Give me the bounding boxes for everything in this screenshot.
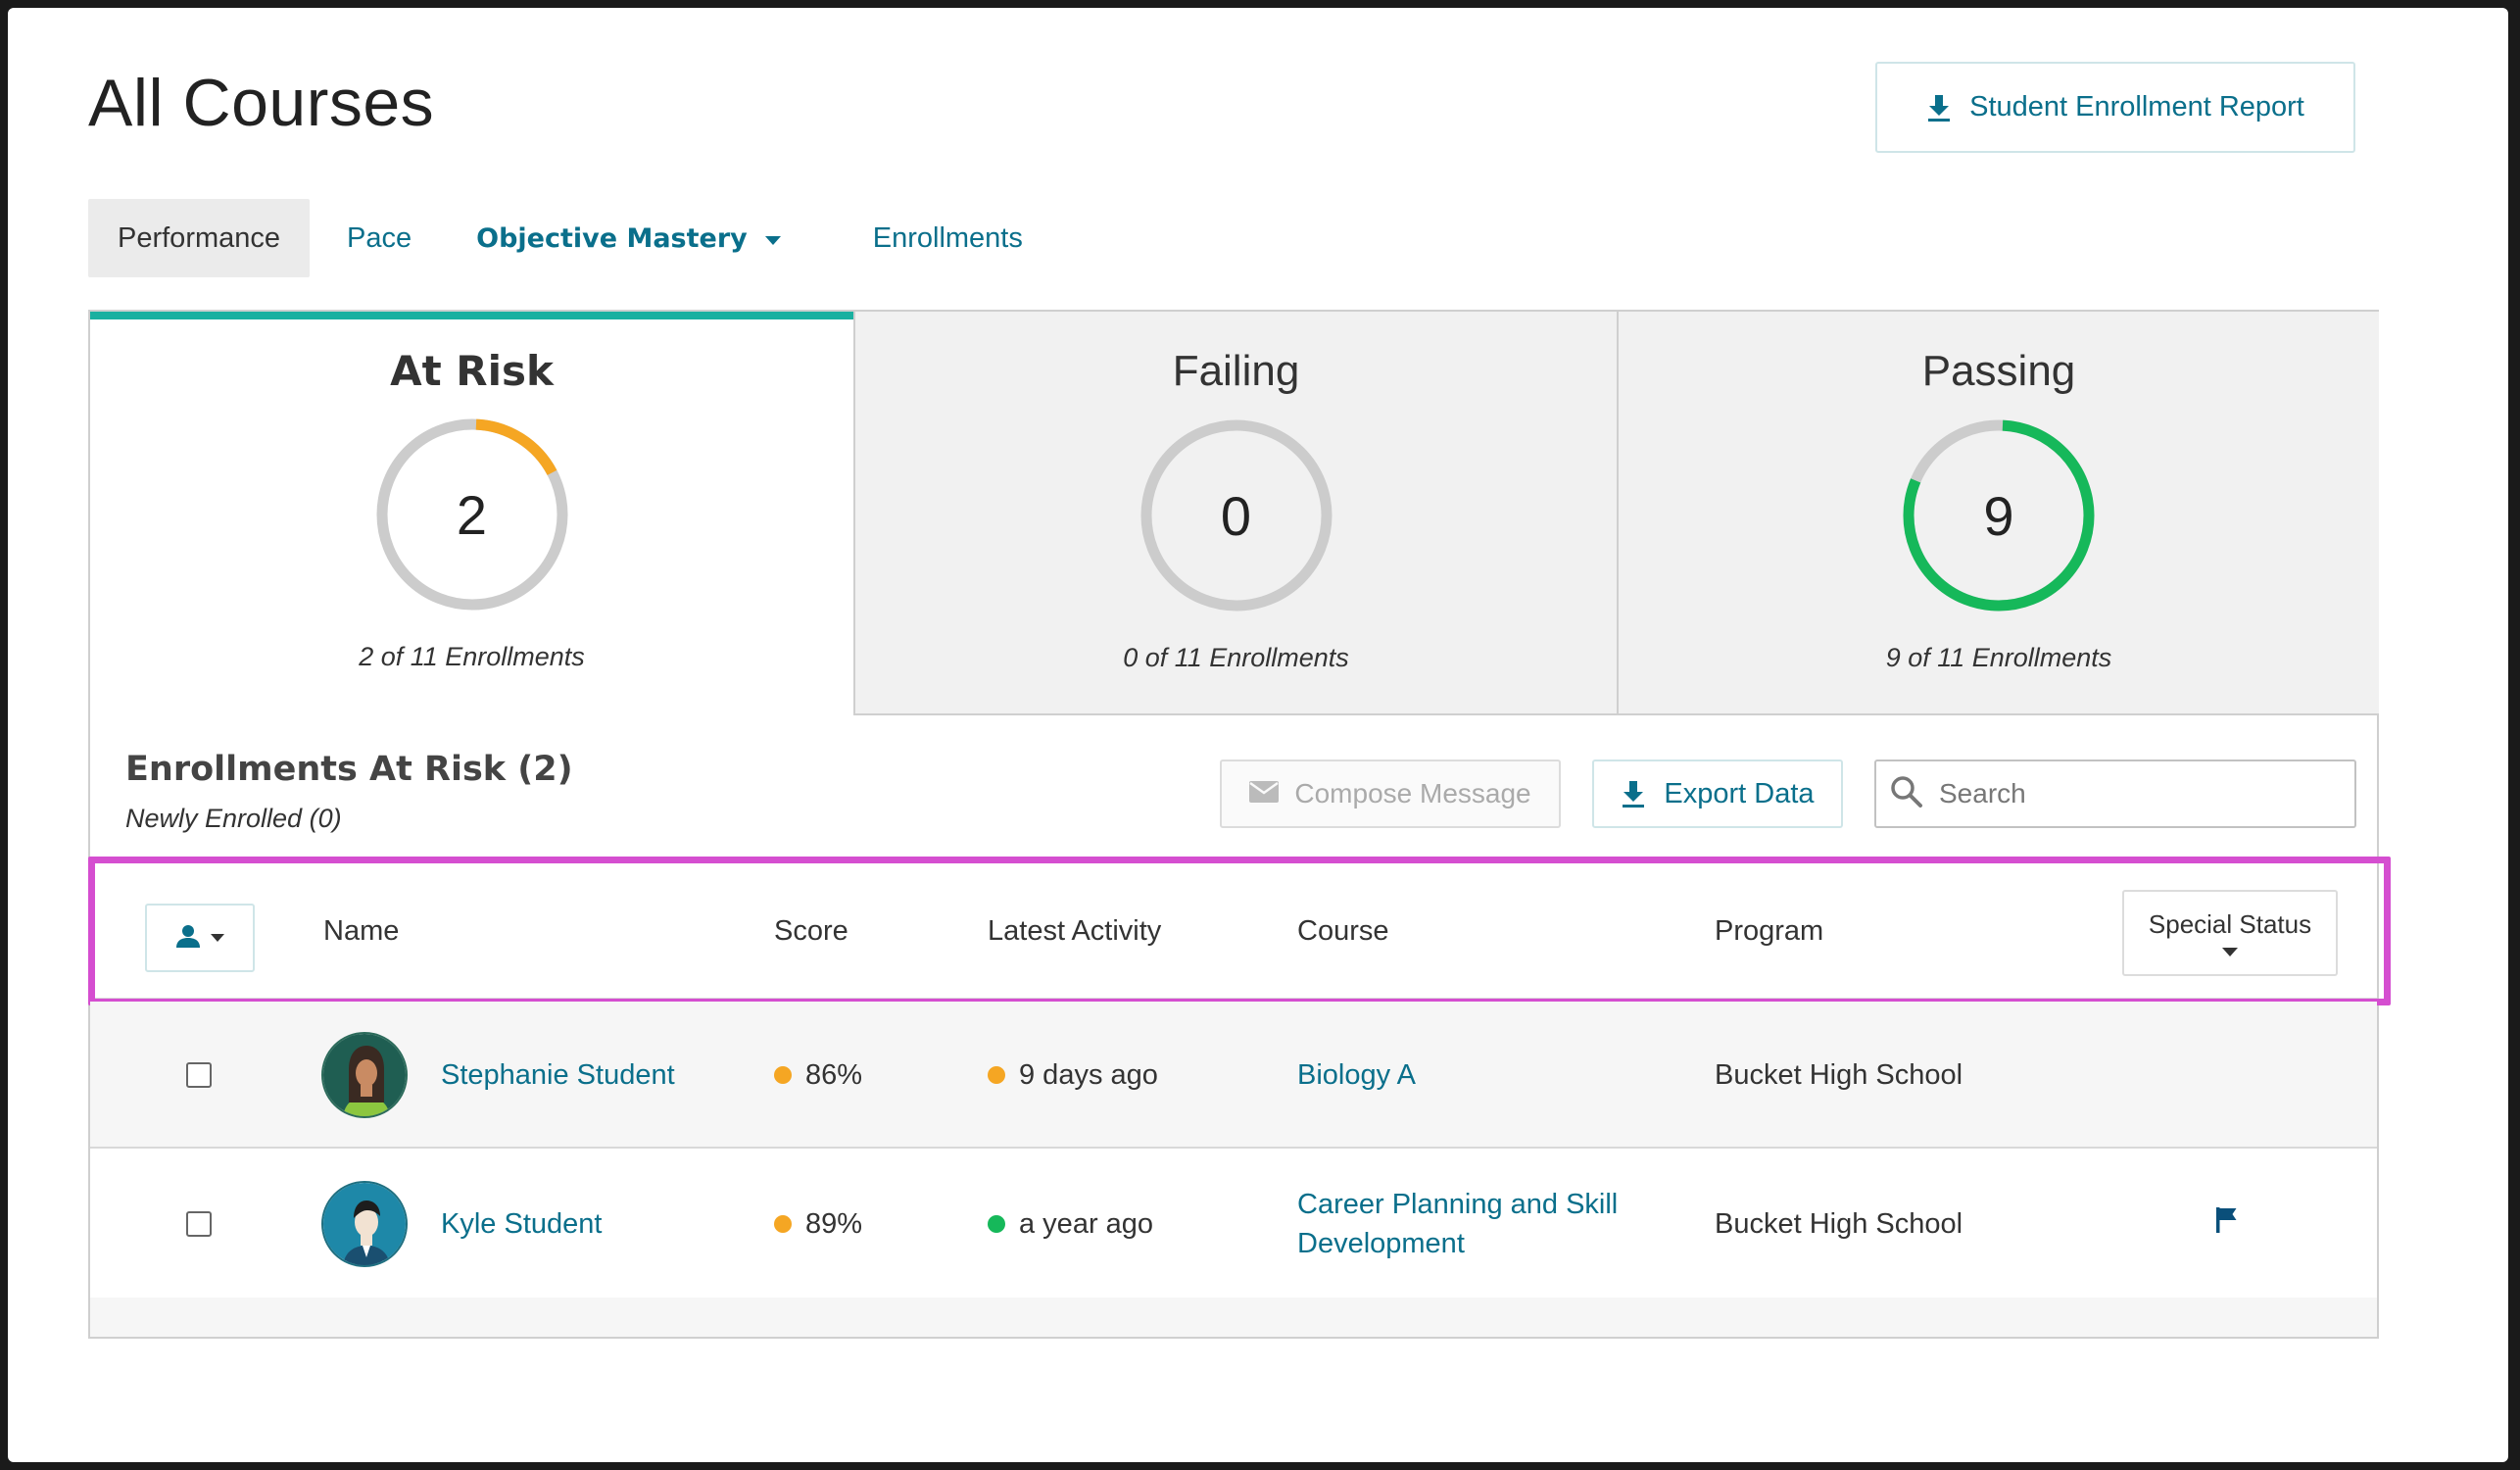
- app-window: All Courses Student Enrollment Report Pe…: [8, 8, 2508, 1462]
- tab-objective-mastery[interactable]: Objective Mastery: [447, 199, 810, 277]
- tab-label: Objective Mastery: [476, 222, 748, 254]
- male-student-avatar-icon: [321, 1181, 408, 1267]
- special-status-cell: [2216, 1151, 2238, 1298]
- compose-label: Compose Message: [1294, 778, 1531, 808]
- score-value: 89%: [805, 1207, 863, 1240]
- report-button-label: Student Enrollment Report: [1969, 91, 2304, 122]
- ring-track: [1140, 419, 1332, 612]
- passing-ring: 9: [1899, 416, 2099, 615]
- column-header-name[interactable]: Name: [323, 914, 400, 947]
- status-dot-icon: [988, 1215, 1005, 1233]
- tab-label: Performance: [118, 221, 281, 254]
- status-dot-icon: [988, 1066, 1005, 1084]
- student-name-link[interactable]: Kyle Student: [441, 1207, 603, 1240]
- user-filter-dropdown[interactable]: [145, 904, 255, 972]
- tab-label: Enrollments: [872, 221, 1023, 254]
- list-title: Enrollments At Risk (2): [125, 750, 573, 789]
- student-enrollment-report-button[interactable]: Student Enrollment Report: [1875, 62, 2355, 153]
- course-link[interactable]: Career Planning and Skill Development: [1297, 1189, 1619, 1259]
- activity-cell: 9 days ago: [988, 1002, 1158, 1149]
- course-link[interactable]: Biology A: [1297, 1058, 1416, 1091]
- score-cell: 86%: [774, 1002, 862, 1149]
- table-header-row: Name Score Latest Activity Course Progra…: [90, 862, 2377, 1000]
- user-icon: [175, 924, 201, 953]
- chevron-down-icon: [764, 235, 781, 245]
- search-field[interactable]: [1874, 760, 2356, 828]
- tab-label: Pace: [347, 221, 412, 254]
- female-student-avatar-icon: [321, 1032, 408, 1118]
- column-header-program[interactable]: Program: [1715, 914, 1824, 947]
- status-dot-icon: [774, 1215, 792, 1233]
- tab-enrollments[interactable]: Enrollments: [844, 199, 1052, 277]
- progress-ring: [1903, 419, 2095, 612]
- progress-ring: [1140, 419, 1332, 612]
- tab-performance[interactable]: Performance: [88, 199, 311, 277]
- activity-value: a year ago: [1019, 1207, 1154, 1240]
- chevron-down-icon: [211, 934, 224, 942]
- status-dot-icon: [774, 1066, 792, 1084]
- card-count: 0: [1220, 484, 1252, 547]
- card-subtitle: 0 of 11 Enrollments: [1123, 643, 1349, 672]
- student-name-link[interactable]: Stephanie Student: [441, 1058, 675, 1091]
- card-count: 9: [1983, 484, 2014, 547]
- search-icon: [1890, 775, 1923, 813]
- failing-card[interactable]: Failing 0 0 of 11 Enrollments: [853, 312, 1617, 715]
- progress-ring: [376, 418, 567, 611]
- activity-cell: a year ago: [988, 1151, 1153, 1298]
- table-row: Stephanie Student 86% 9 days ago Biology…: [90, 1002, 2377, 1149]
- row-checkbox[interactable]: [186, 1062, 212, 1088]
- program-cell: Bucket High School: [1715, 1058, 1963, 1091]
- card-subtitle: 2 of 11 Enrollments: [359, 642, 585, 671]
- activity-value: 9 days ago: [1019, 1058, 1158, 1091]
- export-label: Export Data: [1664, 777, 1815, 809]
- column-header-latest-activity[interactable]: Latest Activity: [988, 914, 1162, 947]
- chevron-down-icon: [2222, 948, 2238, 956]
- tab-pace[interactable]: Pace: [317, 199, 441, 277]
- download-icon: [1621, 779, 1646, 808]
- row-checkbox[interactable]: [186, 1211, 212, 1237]
- envelope-icon: [1249, 778, 1280, 809]
- page-title: All Courses: [88, 66, 435, 140]
- card-title: At Risk: [390, 347, 554, 395]
- compose-message-button[interactable]: Compose Message: [1220, 760, 1561, 828]
- view-tabs: Performance Pace Objective Mastery Enrol…: [88, 199, 1052, 277]
- export-data-button[interactable]: Export Data: [1592, 760, 1843, 828]
- column-header-course[interactable]: Course: [1297, 914, 1389, 947]
- at-risk-card[interactable]: At Risk 2 2 of 11 Enrollments: [90, 312, 853, 715]
- card-title: Passing: [1921, 347, 2076, 395]
- special-status-dropdown[interactable]: Special Status: [2122, 890, 2338, 976]
- program-cell: Bucket High School: [1715, 1207, 1963, 1240]
- score-value: 86%: [805, 1058, 863, 1091]
- failing-ring: 0: [1137, 416, 1336, 615]
- search-input[interactable]: [1939, 778, 2331, 809]
- card-count: 2: [456, 483, 488, 546]
- at-risk-ring: 2: [372, 415, 572, 614]
- ring-track: [376, 418, 567, 611]
- download-icon: [1926, 93, 1952, 122]
- ring-progress-arc: [1903, 419, 2095, 612]
- special-status-label: Special Status: [2148, 909, 2312, 939]
- card-title: Failing: [1172, 347, 1300, 395]
- card-subtitle: 9 of 11 Enrollments: [1885, 643, 2112, 672]
- newly-enrolled-label: Newly Enrolled (0): [125, 804, 342, 833]
- score-cell: 89%: [774, 1151, 862, 1298]
- passing-card[interactable]: Passing 9 9 of 11 Enrollments: [1617, 312, 2379, 715]
- flag-icon[interactable]: [2216, 1207, 2238, 1241]
- table-row: Kyle Student 89% a year ago Career Plann…: [90, 1151, 2377, 1298]
- table-footer: [90, 1298, 2377, 1337]
- column-header-score[interactable]: Score: [774, 914, 848, 947]
